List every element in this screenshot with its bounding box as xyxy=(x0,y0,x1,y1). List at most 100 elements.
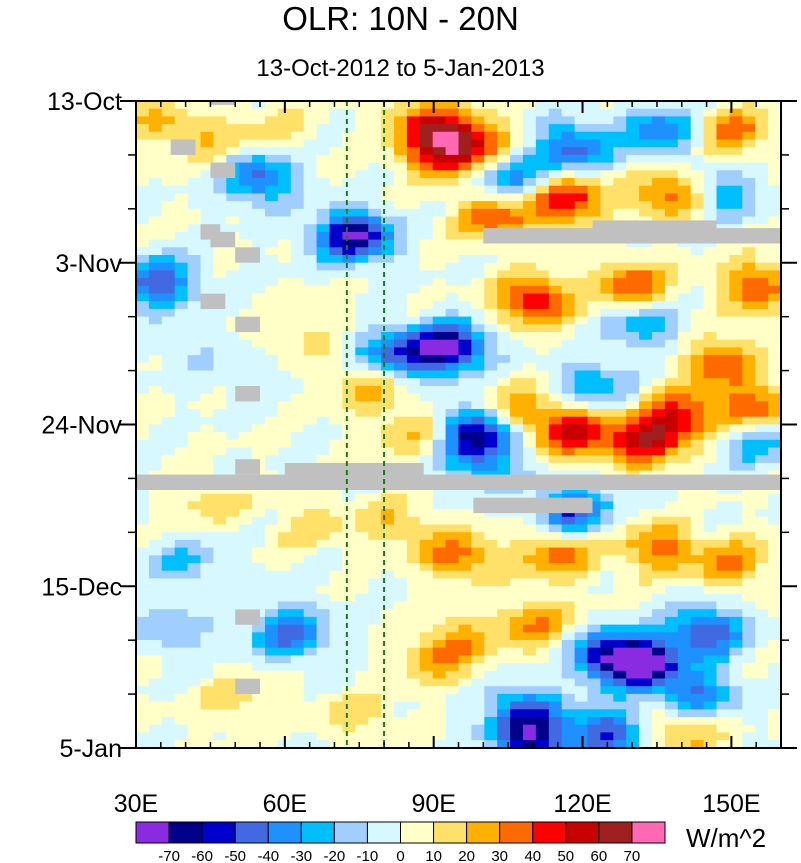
field-cell xyxy=(664,116,679,125)
field-cell xyxy=(419,586,434,595)
field-cell xyxy=(161,539,176,548)
field-cell xyxy=(148,108,163,117)
field-cell xyxy=(781,394,794,402)
field-cell xyxy=(613,362,627,371)
field-cell xyxy=(664,578,679,587)
field-cell xyxy=(742,108,756,117)
field-cell xyxy=(664,501,679,510)
field-cell xyxy=(703,385,717,394)
field-cell xyxy=(342,632,356,641)
field-cell xyxy=(226,147,240,156)
field-cell xyxy=(161,301,176,310)
field-cell xyxy=(303,208,317,217)
field-cell xyxy=(329,547,343,556)
field-cell xyxy=(677,285,692,294)
field-cell xyxy=(664,717,679,726)
field-cell xyxy=(342,378,356,387)
field-cell xyxy=(148,224,163,233)
field-cell xyxy=(755,678,769,687)
field-cell xyxy=(252,416,266,425)
field-cell xyxy=(342,686,356,695)
field-cell xyxy=(703,247,717,256)
field-cell xyxy=(742,378,756,387)
field-cell xyxy=(136,655,150,664)
field-cell xyxy=(265,447,279,456)
field-cell xyxy=(497,578,511,587)
field-cell xyxy=(639,532,653,541)
field-cell xyxy=(187,285,201,294)
field-cell xyxy=(600,162,614,171)
field-cell xyxy=(252,563,266,572)
field-cell xyxy=(342,447,356,456)
field-cell xyxy=(342,239,356,248)
field-cell xyxy=(639,455,653,464)
field-cell xyxy=(523,593,537,602)
field-cell xyxy=(458,601,472,610)
field-cell xyxy=(690,316,704,325)
field-cell xyxy=(561,154,575,163)
field-cell xyxy=(574,624,588,633)
field-cell xyxy=(716,216,730,225)
field-cell xyxy=(587,262,601,271)
field-cell xyxy=(755,308,769,317)
field-cell xyxy=(639,293,653,302)
field-cell xyxy=(768,208,781,217)
field-cell xyxy=(755,370,769,379)
field-cell xyxy=(600,509,614,518)
field-cell xyxy=(419,101,434,110)
field-cell xyxy=(355,563,369,572)
field-cell xyxy=(187,401,201,410)
field-cell xyxy=(497,601,511,610)
field-cell xyxy=(187,255,201,264)
field-cell xyxy=(768,131,781,140)
field-cell xyxy=(355,416,369,425)
field-cell xyxy=(458,593,472,602)
field-cell xyxy=(355,339,369,348)
field-cell xyxy=(639,154,653,163)
field-cell xyxy=(587,108,601,117)
field-cell xyxy=(406,455,421,464)
field-cell xyxy=(419,647,434,656)
field-cell xyxy=(368,393,382,402)
field-cell xyxy=(510,570,524,579)
field-cell xyxy=(406,578,421,587)
field-cell xyxy=(639,378,653,387)
field-cell xyxy=(510,740,524,748)
field-cell xyxy=(742,509,756,518)
field-cell xyxy=(458,101,472,110)
field-cell xyxy=(497,570,511,579)
field-cell xyxy=(729,278,743,287)
field-cell xyxy=(419,139,434,148)
field-cell xyxy=(277,416,292,425)
field-cell xyxy=(703,447,717,456)
field-cell xyxy=(652,393,666,402)
field-cell xyxy=(742,632,756,641)
field-cell xyxy=(690,131,704,140)
field-cell xyxy=(303,362,317,371)
field-cell xyxy=(174,362,188,371)
field-cell xyxy=(574,285,588,294)
field-cell xyxy=(677,131,692,140)
field-cell xyxy=(381,547,395,556)
field-cell xyxy=(574,693,588,702)
field-cell xyxy=(432,439,446,448)
field-cell xyxy=(626,670,640,679)
field-cell xyxy=(458,578,472,587)
field-cell xyxy=(703,555,717,564)
missing-data-block xyxy=(235,247,260,263)
field-cell xyxy=(316,185,330,194)
field-cell xyxy=(419,285,434,294)
field-cell xyxy=(768,632,781,641)
missing-data-block xyxy=(473,497,593,514)
field-cell xyxy=(161,740,176,748)
field-cell xyxy=(252,378,266,387)
field-cell xyxy=(394,516,408,525)
field-cell xyxy=(677,193,692,202)
field-cell xyxy=(174,324,188,333)
field-cell xyxy=(535,539,550,548)
field-cell xyxy=(406,432,421,441)
field-cell xyxy=(239,370,253,379)
field-cell xyxy=(613,524,627,533)
field-cell xyxy=(510,108,524,117)
field-cell xyxy=(639,424,653,433)
